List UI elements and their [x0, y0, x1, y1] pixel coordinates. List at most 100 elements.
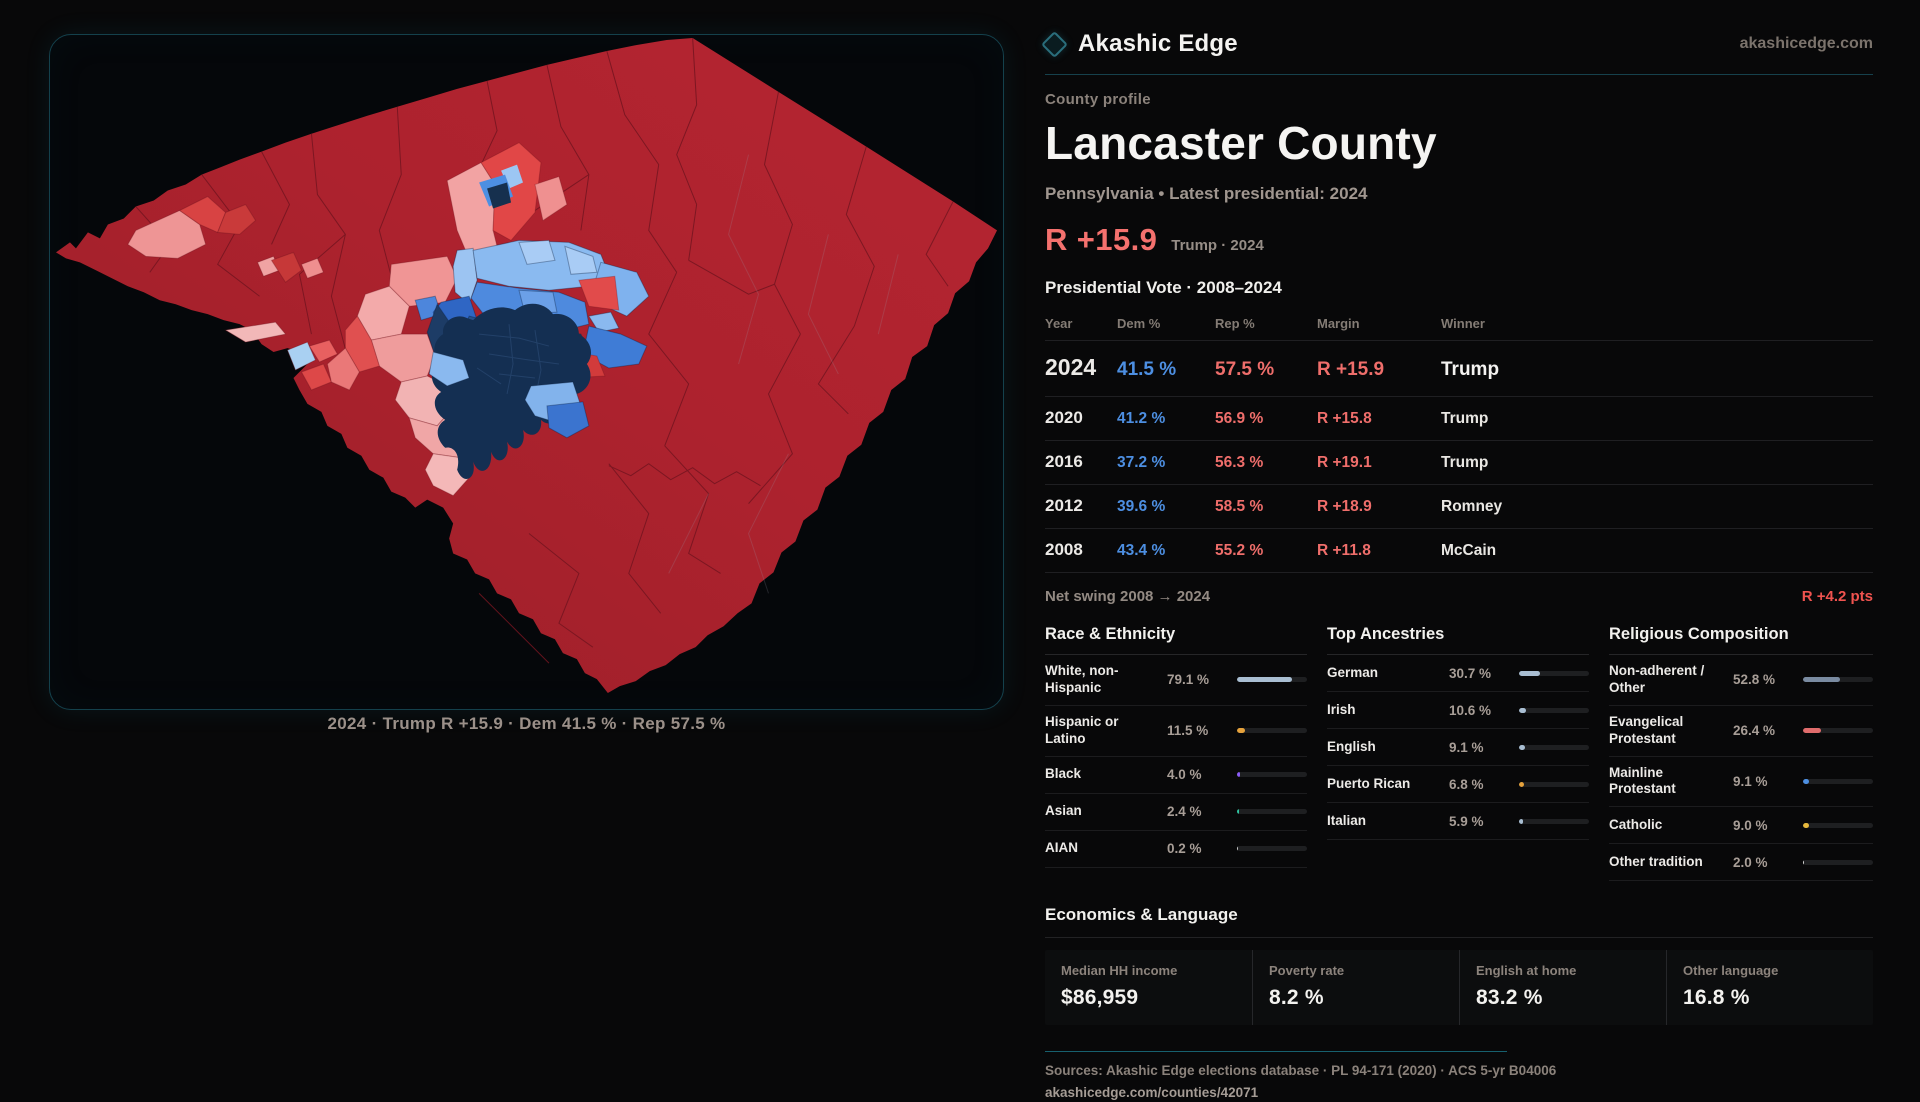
col-header-rep: Rep % — [1215, 316, 1317, 331]
demo-row-bar-fill — [1519, 671, 1540, 676]
demo-row-bar-fill — [1803, 728, 1821, 733]
vote-cell-year: 2008 — [1045, 540, 1117, 560]
demo-row-bar — [1237, 677, 1307, 682]
stat-value: 83.2 % — [1476, 986, 1666, 1010]
stat-label: Other language — [1683, 963, 1873, 978]
vote-cell-year: 2020 — [1045, 408, 1117, 428]
demo-row-value: 9.1 % — [1449, 740, 1511, 755]
demo-row-label: Black — [1045, 766, 1159, 783]
precinct-map — [50, 35, 1003, 709]
demo-row-value: 26.4 % — [1733, 723, 1795, 738]
demo-row-bar-fill — [1237, 809, 1239, 814]
vote-cell-rep: 56.9 % — [1215, 410, 1317, 428]
vote-cell-winner: Romney — [1441, 498, 1873, 516]
demo-row-value: 6.8 % — [1449, 777, 1511, 792]
demo-row-bar — [1237, 846, 1307, 851]
demo-row-label: Evangelical Protestant — [1609, 714, 1725, 748]
col-header-mar: Margin — [1317, 316, 1441, 331]
demo-row-bar — [1803, 823, 1873, 828]
demo-row-bar-fill — [1519, 782, 1524, 787]
site-link[interactable]: akashicedge.com — [1740, 35, 1873, 53]
vote-cell-year: 2024 — [1045, 354, 1117, 381]
demo-row-value: 4.0 % — [1167, 767, 1229, 782]
col-header-year: Year — [1045, 316, 1117, 331]
demo-row-value: 0.2 % — [1167, 841, 1229, 856]
sources-text: Sources: Akashic Edge elections database… — [1045, 1063, 1873, 1078]
net-swing-value: R +4.2 pts — [1802, 588, 1873, 605]
stat-value: 8.2 % — [1269, 986, 1459, 1010]
stat-label: Median HH income — [1061, 963, 1252, 978]
vote-cell-dem: 39.6 % — [1117, 498, 1215, 516]
demo-row-label: Hispanic or Latino — [1045, 714, 1159, 748]
demo-row-label: AIAN — [1045, 840, 1159, 857]
stat-label: Poverty rate — [1269, 963, 1459, 978]
permalink[interactable]: akashicedge.com/counties/42071 — [1045, 1085, 1258, 1100]
vote-cell-margin: R +11.8 — [1317, 542, 1441, 560]
demo-row-bar-fill — [1519, 708, 1526, 713]
demo-row-value: 10.6 % — [1449, 703, 1511, 718]
demo-row: Asian 2.4 % — [1045, 794, 1307, 831]
demo-row-bar-fill — [1803, 677, 1840, 682]
vote-cell-margin: R +15.8 — [1317, 410, 1441, 428]
brand: Akashic Edge — [1045, 30, 1238, 58]
demo-row-label: Puerto Rican — [1327, 776, 1441, 793]
headline-context: Trump · 2024 — [1171, 237, 1264, 254]
margin-headline: R +15.9 Trump · 2024 — [1045, 222, 1873, 258]
demo-row-bar-fill — [1803, 860, 1804, 865]
demo-row: Evangelical Protestant 26.4 % — [1609, 706, 1873, 757]
demo-row-label: Catholic — [1609, 817, 1725, 834]
demo-row-value: 2.4 % — [1167, 804, 1229, 819]
demo-row-label: Asian — [1045, 803, 1159, 820]
demo-row-bar — [1803, 728, 1873, 733]
demo-row-value: 52.8 % — [1733, 672, 1795, 687]
demo-row-bar — [1803, 677, 1873, 682]
footer-divider — [1045, 1051, 1507, 1052]
diamond-logo-icon — [1041, 31, 1068, 58]
demo-row-bar — [1519, 782, 1589, 787]
demo-row-label: English — [1327, 739, 1441, 756]
page-title: Lancaster County — [1045, 116, 1873, 170]
demo-row-bar — [1237, 772, 1307, 777]
vote-cell-rep: 55.2 % — [1215, 542, 1317, 560]
vote-cell-rep: 56.3 % — [1215, 454, 1317, 472]
col-header-dem: Dem % — [1117, 316, 1215, 331]
vote-cell-margin: R +15.9 — [1317, 359, 1441, 381]
net-swing-label: Net swing 2008 → 2024 — [1045, 588, 1210, 605]
county-map-card — [49, 34, 1004, 710]
demo-row-bar — [1237, 809, 1307, 814]
demo-row-label: White, non-Hispanic — [1045, 663, 1159, 697]
vote-cell-winner: Trump — [1441, 359, 1873, 381]
vote-cell-dem: 41.5 % — [1117, 359, 1215, 381]
col-header-win: Winner — [1441, 316, 1873, 331]
demo-row-value: 9.1 % — [1733, 774, 1795, 789]
vote-cell-year: 2016 — [1045, 452, 1117, 472]
demo-row-bar-fill — [1803, 779, 1809, 784]
demo-row: English 9.1 % — [1327, 729, 1589, 766]
demo-row-bar — [1803, 779, 1873, 784]
demo-row-value: 79.1 % — [1167, 672, 1229, 687]
demo-row-label: Irish — [1327, 702, 1441, 719]
stat-value: $86,959 — [1061, 986, 1252, 1010]
demo-row-value: 30.7 % — [1449, 666, 1511, 681]
demo-row: AIAN 0.2 % — [1045, 831, 1307, 868]
vote-cell-margin: R +19.1 — [1317, 454, 1441, 472]
demo-row-value: 11.5 % — [1167, 723, 1229, 738]
stat-value: 16.8 % — [1683, 986, 1873, 1010]
vote-cell-winner: Trump — [1441, 454, 1873, 472]
demo-row-bar — [1803, 860, 1873, 865]
demo-row-bar — [1519, 671, 1589, 676]
demo-row-bar-fill — [1519, 819, 1523, 824]
brand-name: Akashic Edge — [1078, 30, 1238, 58]
demo-row-bar-fill — [1237, 728, 1245, 733]
